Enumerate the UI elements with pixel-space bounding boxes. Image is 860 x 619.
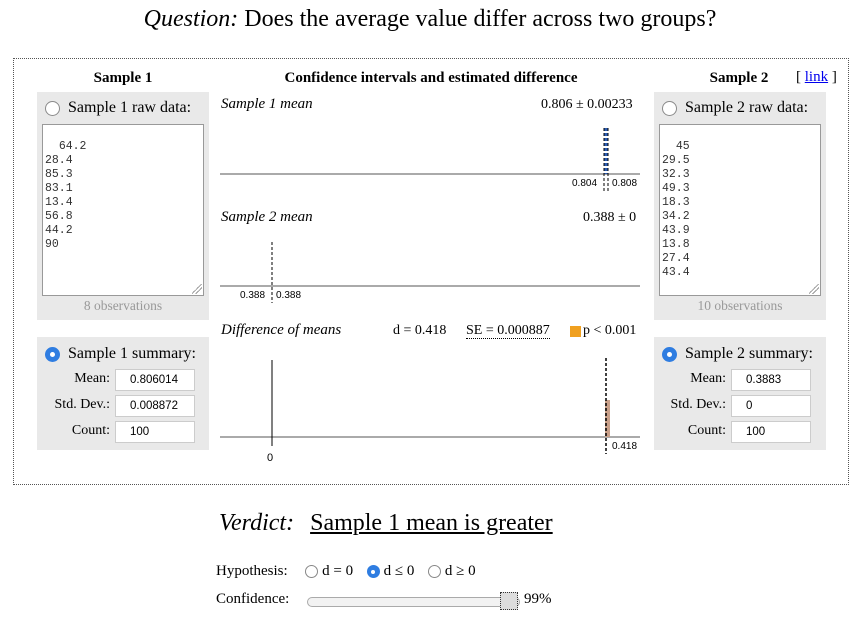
sample1-raw-textarea[interactable]: 64.2 28.4 85.3 83.1 13.4 56.8 44.2 90 — [42, 124, 204, 296]
confidence-label: Confidence: — [216, 591, 290, 607]
hypothesis-option-label: d ≤ 0 — [383, 563, 415, 579]
sample2-count-field[interactable]: 100 — [731, 421, 811, 443]
sample1-count-field[interactable]: 100 — [115, 421, 195, 443]
sample1-raw-radio[interactable] — [45, 100, 60, 116]
p-value-square-icon — [570, 326, 581, 337]
resize-grip-icon[interactable] — [192, 284, 202, 294]
sample2-summary-radio[interactable] — [662, 346, 677, 362]
question-label: Question: — [143, 6, 239, 32]
sample2-ci-high: 0.388 — [276, 290, 302, 301]
difference-ci-band — [605, 400, 610, 437]
hypothesis-radio-leq[interactable] — [366, 565, 380, 579]
hypothesis-row: Hypothesis: d = 0 d ≤ 0 d ≥ 0 — [216, 563, 476, 580]
sample1-mean-ci: 0.806 ± 0.00233 — [541, 97, 633, 112]
hypothesis-label: Hypothesis: — [216, 563, 288, 579]
sample2-mean-ci: 0.388 ± 0 — [583, 210, 637, 225]
hypothesis-radio-geq[interactable] — [428, 565, 442, 579]
sample1-summary-radio[interactable] — [45, 346, 60, 362]
sample1-mean-field[interactable]: 0.806014 — [115, 369, 195, 391]
sample1-summary-option[interactable]: Sample 1 summary: — [45, 345, 196, 363]
question-text: Does the average value differ across two… — [244, 6, 717, 32]
confidence-value: 99% — [524, 591, 552, 607]
resize-grip-icon[interactable] — [809, 284, 819, 294]
sample1-sd-label: Std. Dev.: — [54, 397, 110, 412]
sample2-observations: 10 observations — [697, 298, 783, 313]
sample2-sd-field[interactable]: 0 — [731, 395, 811, 417]
zero-label: 0 — [267, 452, 274, 464]
sample2-summary-option[interactable]: Sample 2 summary: — [662, 345, 813, 363]
sample1-mean-title: Sample 1 mean — [221, 96, 313, 112]
sample2-sd-label: Std. Dev.: — [670, 397, 726, 412]
sample1-count-label: Count: — [71, 423, 110, 438]
hypothesis-option-label: d = 0 — [322, 563, 354, 579]
hypothesis-option-label: d ≥ 0 — [444, 563, 476, 579]
sample1-sd-field[interactable]: 0.008872 — [115, 395, 195, 417]
link[interactable]: link — [804, 69, 829, 85]
sample1-raw-option[interactable]: Sample 1 raw data: — [45, 99, 191, 117]
hypothesis-radio-equal[interactable] — [305, 565, 319, 579]
difference-d: d = 0.418 — [393, 323, 447, 338]
sample2-mean-title: Sample 2 mean — [221, 209, 313, 225]
sample1-raw-values: 64.2 28.4 85.3 83.1 13.4 56.8 44.2 90 — [45, 140, 87, 251]
sample2-count-label: Count: — [687, 423, 726, 438]
sample2-raw-radio[interactable] — [662, 100, 677, 116]
standard-error: SE = 0.000887 — [466, 323, 550, 339]
sample1-header: Sample 1 — [93, 70, 153, 86]
hypothesis-option-leq[interactable]: d ≤ 0 — [366, 563, 418, 579]
sample2-mean-label: Mean: — [690, 371, 726, 386]
question-heading: Question: Does the average value differ … — [0, 6, 860, 33]
sample1-raw-label: Sample 1 raw data: — [68, 99, 192, 117]
sample2-raw-option[interactable]: Sample 2 raw data: — [662, 99, 808, 117]
sample1-observations: 8 observations — [83, 298, 163, 313]
verdict-label: Verdict: — [219, 510, 295, 536]
comparison-frame — [13, 58, 849, 485]
confidence-slider-thumb[interactable] — [500, 592, 518, 610]
verdict-text: Sample 1 mean is greater — [310, 510, 553, 536]
sample1-ci-high: 0.808 — [612, 178, 638, 189]
link-wrapper: [ link ] — [796, 69, 837, 85]
difference-title: Difference of means — [221, 322, 342, 338]
sample2-raw-label: Sample 2 raw data: — [685, 99, 809, 117]
intervals-header: Confidence intervals and estimated diffe… — [284, 70, 578, 86]
sample2-summary-label: Sample 2 summary: — [685, 345, 813, 363]
sample2-mean-field[interactable]: 0.3883 — [731, 369, 811, 391]
sample2-ci-low: 0.388 — [240, 290, 266, 301]
confidence-row: Confidence: — [216, 591, 289, 608]
sample1-ci-low: 0.804 — [572, 178, 598, 189]
verdict: Verdict: Sample 1 mean is greater — [219, 510, 553, 537]
p-value: p < 0.001 — [583, 323, 637, 338]
sample2-header: Sample 2 — [709, 70, 769, 86]
confidence-slider-track[interactable] — [307, 597, 520, 607]
sample2-raw-textarea[interactable]: 45 29.5 32.3 49.3 18.3 34.2 43.9 13.8 27… — [659, 124, 821, 296]
hypothesis-option-equal[interactable]: d = 0 — [305, 563, 356, 579]
sample1-summary-label: Sample 1 summary: — [68, 345, 196, 363]
difference-value-label: 0.418 — [612, 441, 638, 452]
sample2-raw-values: 45 29.5 32.3 49.3 18.3 34.2 43.9 13.8 27… — [662, 140, 690, 279]
hypothesis-option-geq[interactable]: d ≥ 0 — [428, 563, 476, 579]
sample1-mean-label: Mean: — [74, 371, 110, 386]
